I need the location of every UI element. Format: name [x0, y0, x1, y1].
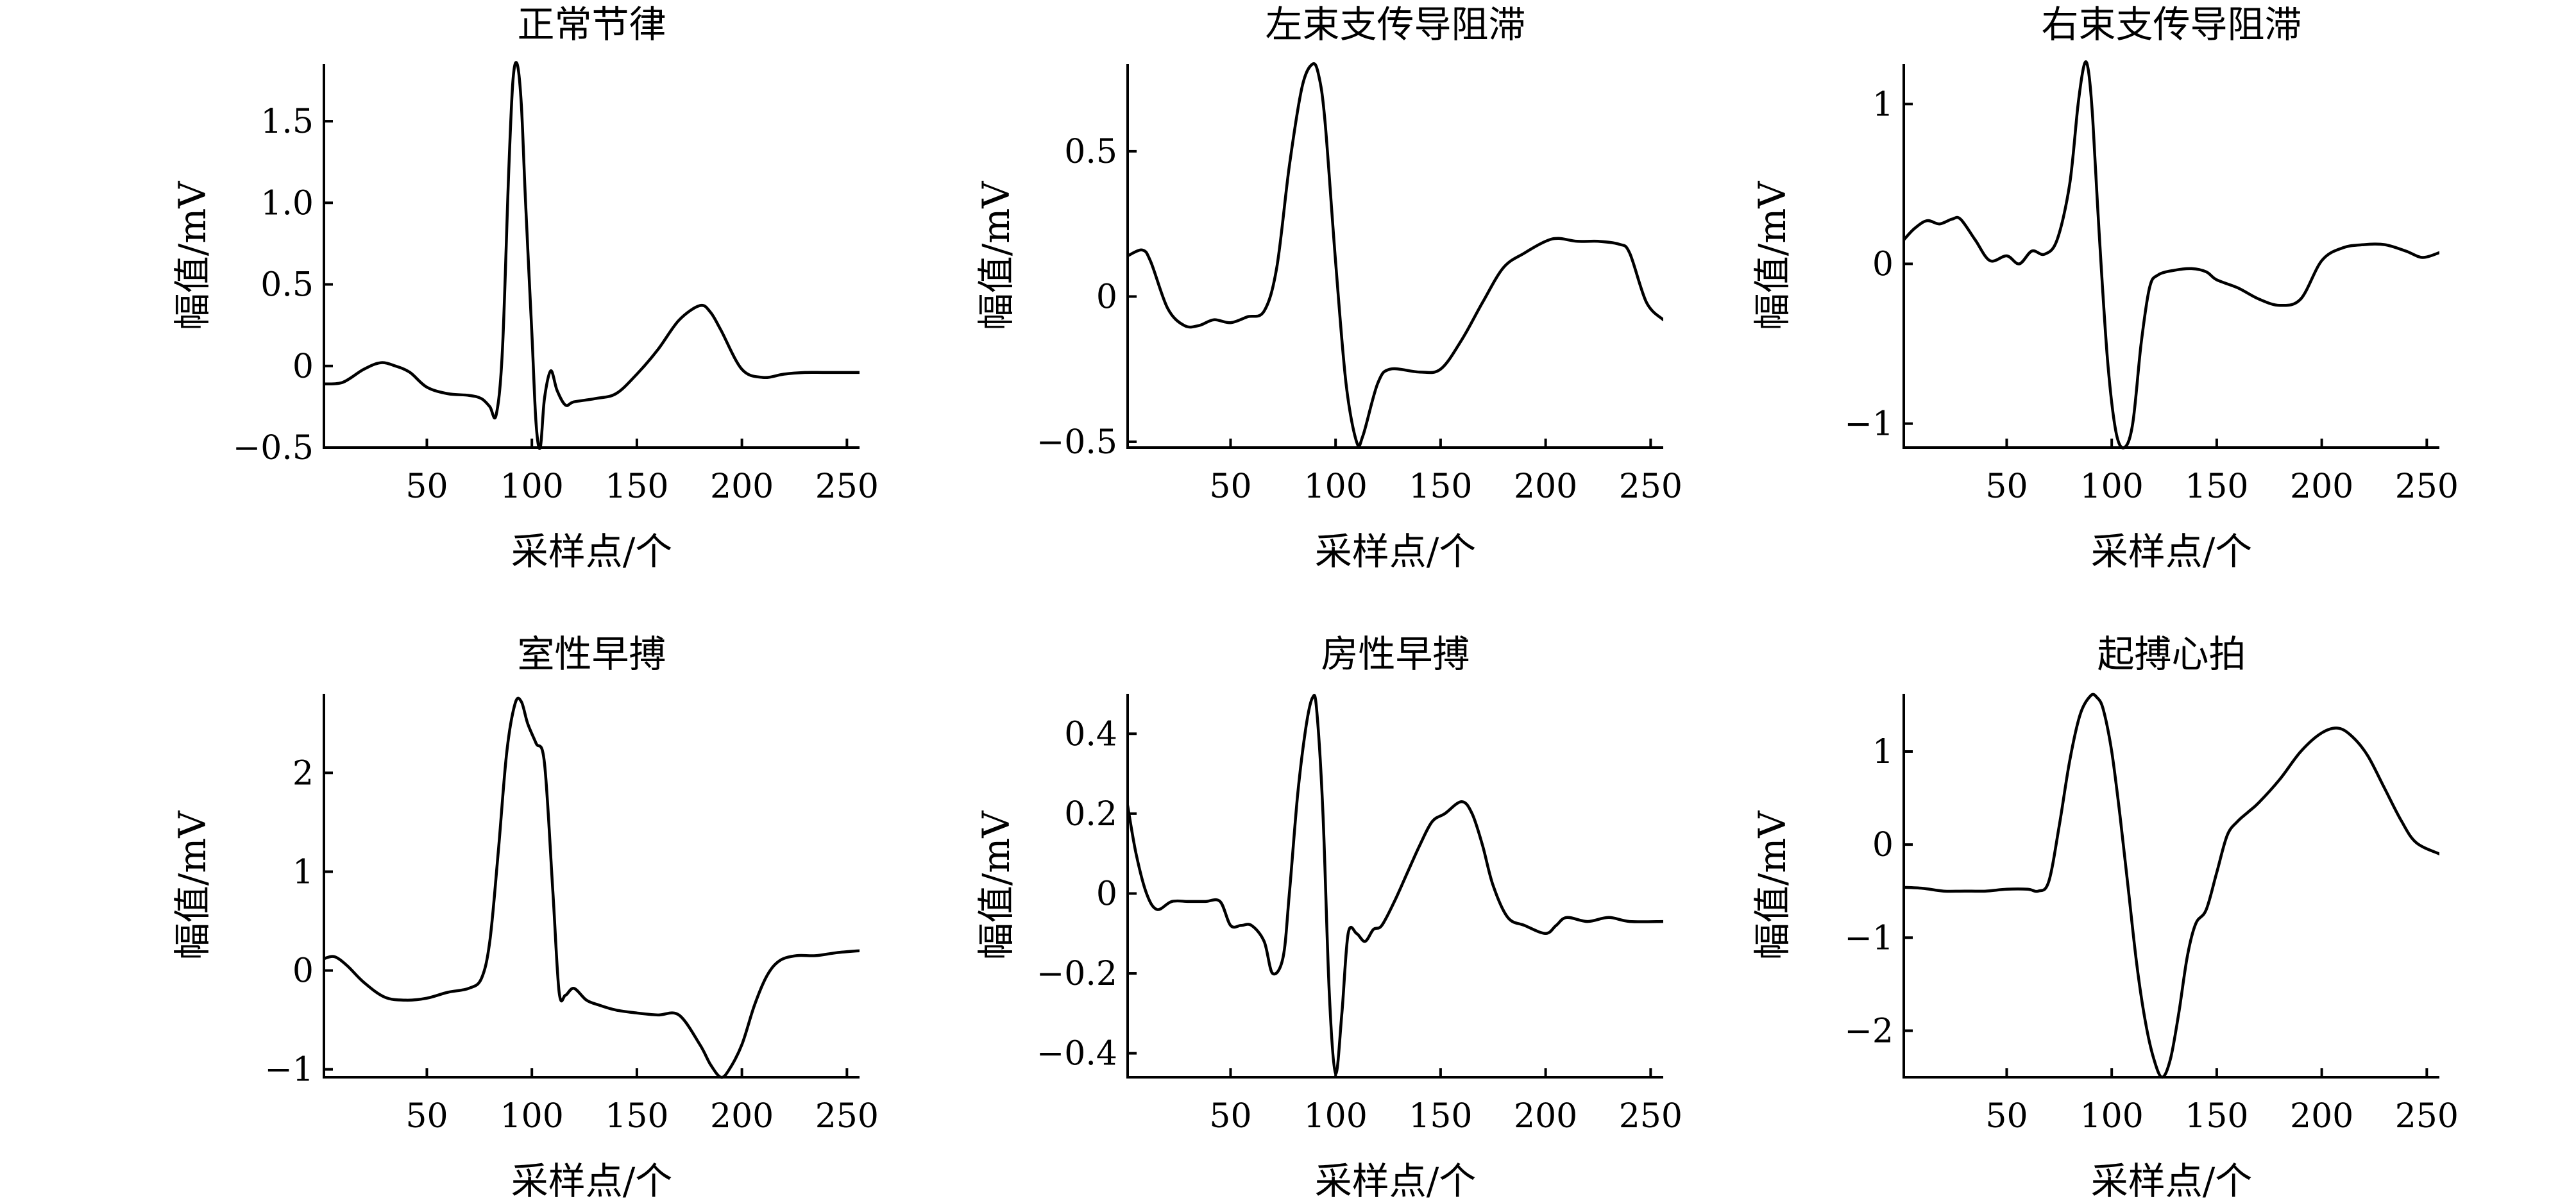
- y-tick-label: 0.5: [260, 266, 314, 305]
- x-tick-label: 250: [2395, 1097, 2459, 1136]
- panel-title: 房性早搏: [1321, 632, 1470, 676]
- x-tick-label: 50: [1985, 467, 2028, 506]
- y-tick-label: 0: [1872, 245, 1894, 283]
- x-axis-label: 采样点/个: [511, 530, 673, 573]
- axis-lines: [323, 694, 860, 1079]
- y-tick-label: −0.4: [1037, 1035, 1117, 1073]
- axis-lines: [323, 64, 860, 449]
- y-axis-label: 幅值/mV: [1750, 181, 1794, 331]
- x-axis-label: 采样点/个: [1315, 530, 1477, 573]
- y-tick-label: −1: [1844, 405, 1894, 444]
- panel-2: 左束支传导阻滞 50 100 150 200 250 −0.5 0 0.5 采样点/个 幅值/mV: [974, 3, 1682, 573]
- x-tick-label: 250: [815, 467, 879, 506]
- x-tick-label: 150: [1409, 1097, 1472, 1136]
- y-tick-label: 1: [292, 853, 314, 891]
- panel-6: 起搏心拍 50 100 150 200 250 −2 −1 0 1 采样点/个 幅值/mV: [1750, 632, 2459, 1201]
- x-tick-label: 150: [2185, 467, 2248, 506]
- x-tick-label: 100: [500, 1097, 564, 1136]
- axis-lines: [1902, 64, 2439, 449]
- x-axis-label: 采样点/个: [1315, 1159, 1477, 1201]
- x-tick-label: 250: [2395, 467, 2459, 506]
- ecg-waveform-line: [1128, 694, 1663, 1075]
- x-tick-label: 100: [2080, 1097, 2144, 1136]
- x-tick-label: 200: [2290, 467, 2353, 506]
- y-tick-label: 0: [292, 952, 314, 991]
- ecg-waveform-line: [1904, 693, 2439, 1079]
- panel-title: 左束支传导阻滞: [1265, 3, 1525, 46]
- panel-title: 右束支传导阻滞: [2041, 3, 2301, 46]
- y-axis-label: 幅值/mV: [974, 810, 1018, 961]
- y-axis-label: 幅值/mV: [1750, 810, 1794, 961]
- y-tick-label: 0.2: [1064, 795, 1117, 834]
- x-tick-label: 200: [1514, 1097, 1577, 1136]
- x-tick-label: 50: [405, 467, 448, 506]
- x-tick-label: 100: [1304, 1097, 1368, 1136]
- panel-title: 起搏心拍: [2097, 632, 2246, 676]
- panel-1: 正常节律 50 100 150 200 250 −0.5 0 0.5 1.0 1.5 采样点/个 幅值/…: [171, 3, 879, 573]
- x-axis-label: 采样点/个: [2091, 530, 2253, 573]
- y-tick-label: −2: [1844, 1012, 1894, 1050]
- axis-lines: [1902, 694, 2439, 1079]
- y-axis-label: 幅值/mV: [974, 181, 1018, 331]
- y-tick-label: 0: [292, 348, 314, 386]
- x-tick-label: 200: [710, 1097, 774, 1136]
- y-tick-label: 0: [1872, 826, 1894, 864]
- panel-title: 室性早搏: [517, 632, 666, 676]
- x-tick-label: 150: [1409, 467, 1472, 506]
- ecg-waveform-line: [324, 696, 860, 1079]
- x-tick-label: 150: [605, 1097, 668, 1136]
- y-tick-label: −1: [1844, 919, 1894, 957]
- x-tick-label: 250: [815, 1097, 879, 1136]
- y-tick-label: 1: [1872, 733, 1894, 771]
- x-tick-label: 100: [500, 467, 564, 506]
- panel-3: 右束支传导阻滞 50 100 150 200 250 −1 0 1 采样点/个 幅值/mV: [1750, 3, 2459, 573]
- x-tick-label: 100: [2080, 467, 2144, 506]
- x-tick-label: 200: [710, 467, 774, 506]
- y-tick-label: −0.5: [1037, 423, 1117, 462]
- x-tick-label: 150: [605, 467, 668, 506]
- y-tick-label: 0.4: [1064, 715, 1117, 753]
- y-tick-label: 1: [1872, 85, 1894, 124]
- x-tick-label: 250: [1619, 467, 1682, 506]
- x-tick-label: 50: [405, 1097, 448, 1136]
- axis-lines: [1126, 694, 1663, 1079]
- y-axis-label: 幅值/mV: [171, 810, 214, 961]
- x-axis-label: 采样点/个: [2091, 1159, 2253, 1201]
- ecg-waveform-line: [1904, 60, 2439, 449]
- x-tick-label: 50: [1985, 1097, 2028, 1136]
- y-tick-label: 0.5: [1064, 133, 1117, 171]
- y-tick-label: 0: [1096, 875, 1117, 913]
- y-tick-label: 1.5: [260, 103, 314, 141]
- ecg-waveform-line: [1128, 62, 1663, 448]
- ecg-waveform-line: [324, 61, 860, 450]
- x-tick-label: 200: [1514, 467, 1577, 506]
- x-axis-label: 采样点/个: [511, 1159, 673, 1201]
- x-tick-label: 100: [1304, 467, 1368, 506]
- x-tick-label: 50: [1209, 1097, 1251, 1136]
- y-tick-label: 0: [1096, 278, 1117, 316]
- y-tick-label: −0.5: [233, 429, 314, 467]
- x-tick-label: 150: [2185, 1097, 2248, 1136]
- panel-4: 室性早搏 50 100 150 200 250 −1 0 1 2 采样点/个 幅值/mV: [171, 632, 879, 1201]
- y-tick-label: −1: [264, 1051, 314, 1089]
- panel-5: 房性早搏 50 100 150 200 250 −0.4 −0.2 0 0.2 0.4 采样点/个 幅值…: [974, 632, 1682, 1201]
- x-tick-label: 200: [2290, 1097, 2353, 1136]
- y-tick-label: 2: [292, 754, 314, 793]
- panel-title: 正常节律: [517, 3, 666, 46]
- axis-lines: [1126, 64, 1663, 449]
- x-tick-label: 50: [1209, 467, 1251, 506]
- y-tick-label: 1.0: [260, 184, 314, 223]
- y-axis-label: 幅值/mV: [171, 181, 214, 331]
- y-tick-label: −0.2: [1037, 955, 1117, 993]
- x-tick-label: 250: [1619, 1097, 1682, 1136]
